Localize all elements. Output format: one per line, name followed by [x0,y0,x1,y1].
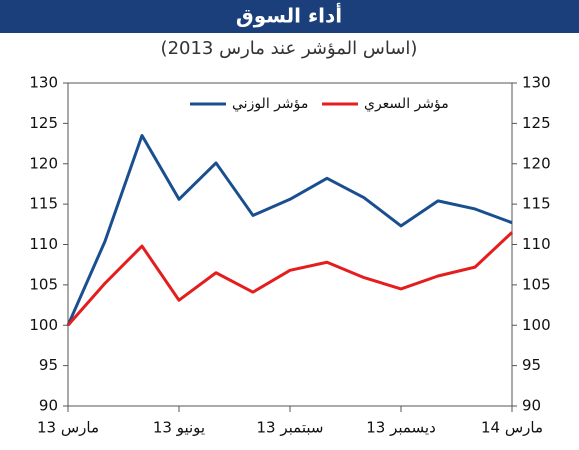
y2-tick-label: 90 [522,397,541,415]
y2-tick-label: 100 [522,316,551,334]
series-line [66,231,514,327]
y2-tick-label: 130 [522,74,551,92]
y-tick-label: 105 [29,275,58,293]
y2-tick-label: 95 [522,356,541,374]
y2-tick-label: 115 [522,195,551,213]
y-tick-label: 130 [29,74,58,92]
chart-title: أداء السوق [236,2,342,28]
y-tick-label: 115 [29,195,58,213]
plot-frame [67,82,513,407]
legend-label: مؤشر الوزني [232,96,308,112]
y2-tick-label: 125 [522,114,551,132]
y2-tick-label: 110 [522,235,551,253]
chart-subtitle: (اساس المؤشر عند مارس 2013) [161,38,418,59]
x-tick-label: مارس 13 [37,419,99,437]
y-tick-label: 95 [39,356,58,374]
series-line [66,133,513,326]
y2-tick-label: 120 [522,154,551,172]
y-tick-label: 110 [29,235,58,253]
x-tick-label: يونيو 13 [153,419,205,437]
y-tick-label: 125 [29,114,58,132]
y-tick-label: 90 [39,397,58,415]
title-banner [0,0,579,33]
legend-label: مؤشر السعري [364,96,449,112]
x-tick-label: سبتمبر 13 [257,419,324,437]
x-tick-label: ديسمبر 13 [366,419,436,437]
y-tick-label: 100 [29,316,58,334]
x-tick-label: مارس 14 [481,419,543,437]
y2-tick-label: 105 [522,275,551,293]
y-tick-label: 120 [29,154,58,172]
